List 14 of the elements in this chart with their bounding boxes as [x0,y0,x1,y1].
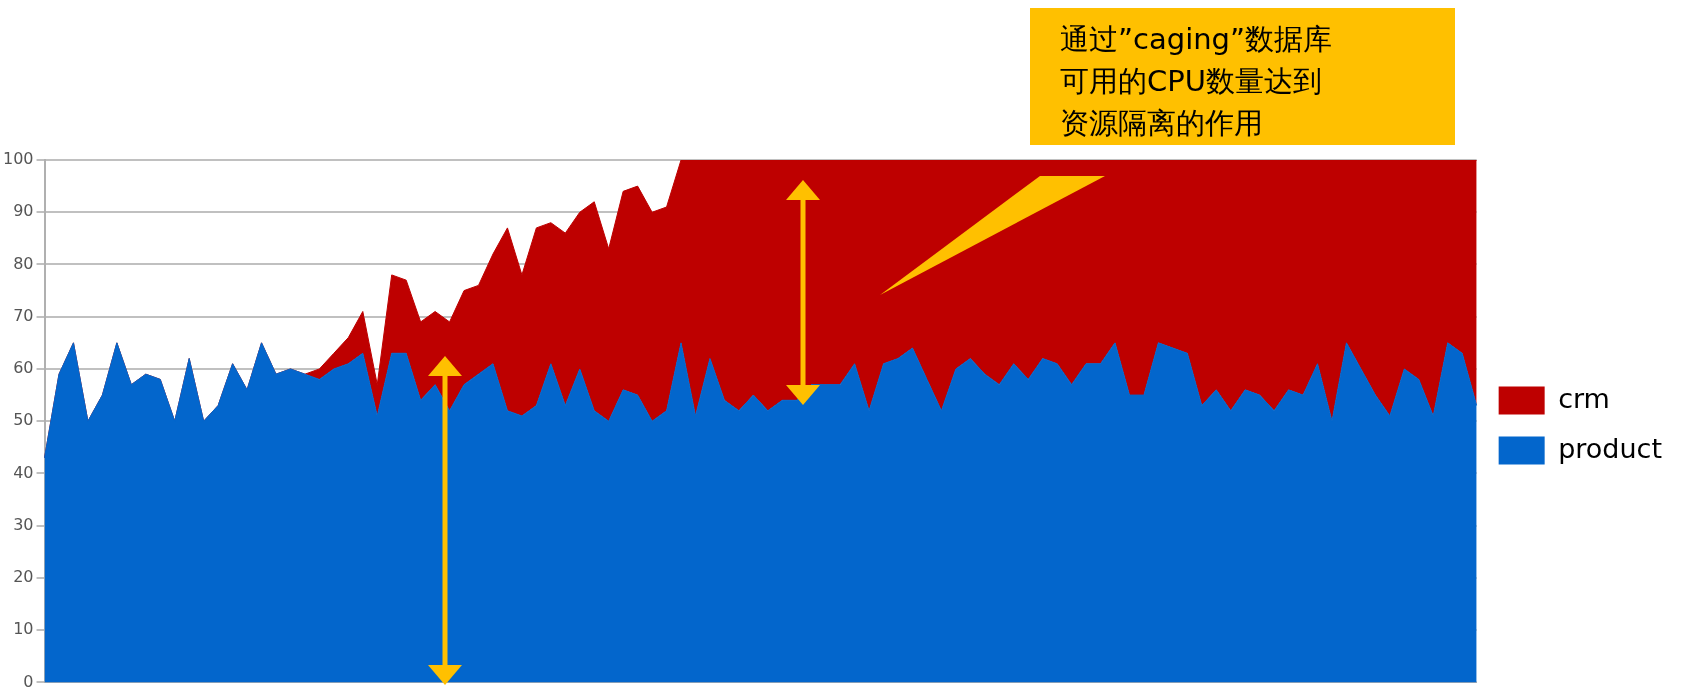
y-tick-label: 100 [2,149,34,169]
y-tick-label: 70 [13,305,34,325]
legend-label: product [1558,432,1663,464]
y-tick-label: 40 [13,462,34,482]
y-tick-label: 10 [13,619,34,639]
y-tick-label: 20 [13,567,34,587]
y-tick-label: 90 [13,201,34,221]
y-tick-label: 30 [13,514,34,534]
y-tick-label: 50 [13,410,34,430]
legend-label: crm [1558,382,1610,414]
y-tick-label: 60 [13,358,34,378]
y-tick-label: 0 [23,671,34,691]
y-tick-label: 80 [13,253,34,273]
text: 通过”caging”数据库可用的CPU数量达到资源隔离的作用 [1060,21,1334,142]
